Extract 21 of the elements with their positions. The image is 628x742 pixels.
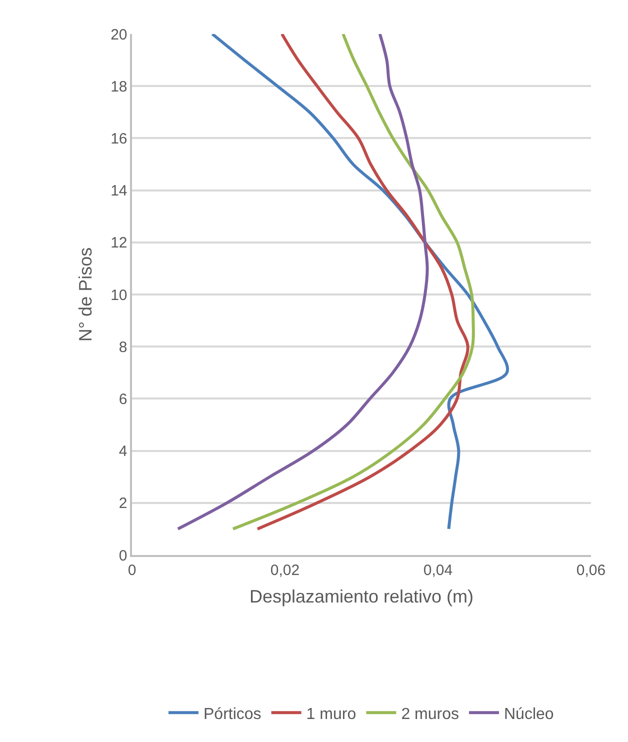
x-tick-label: 0,06 xyxy=(576,562,606,579)
y-tick-label: 16 xyxy=(110,130,128,148)
legend-label: Pórticos xyxy=(204,706,262,723)
y-tick-label: 20 xyxy=(110,26,128,44)
legend-label: Núcleo xyxy=(504,706,554,723)
y-tick-label: 12 xyxy=(110,234,128,252)
y-tick-label: 10 xyxy=(110,286,128,304)
x-tick-label: 0,04 xyxy=(423,562,453,579)
legend-label: 2 muros xyxy=(401,706,459,723)
y-tick-label: 8 xyxy=(118,338,128,356)
y-tick-label: 14 xyxy=(110,182,128,200)
y-tick-label: 0 xyxy=(118,547,128,564)
line-series xyxy=(176,34,429,530)
x-tick-label: 0,02 xyxy=(270,562,300,579)
y-tick-label: 6 xyxy=(118,390,128,408)
y-tick-label: 4 xyxy=(118,443,128,460)
legend-label: 1 muro xyxy=(306,706,356,723)
y-tick-label: 18 xyxy=(110,78,128,96)
y-tick-label: 2 xyxy=(118,495,128,512)
y-axis-title: N° de Pisos xyxy=(75,247,96,342)
x-axis-title: Desplazamiento relativo (m) xyxy=(249,586,474,606)
